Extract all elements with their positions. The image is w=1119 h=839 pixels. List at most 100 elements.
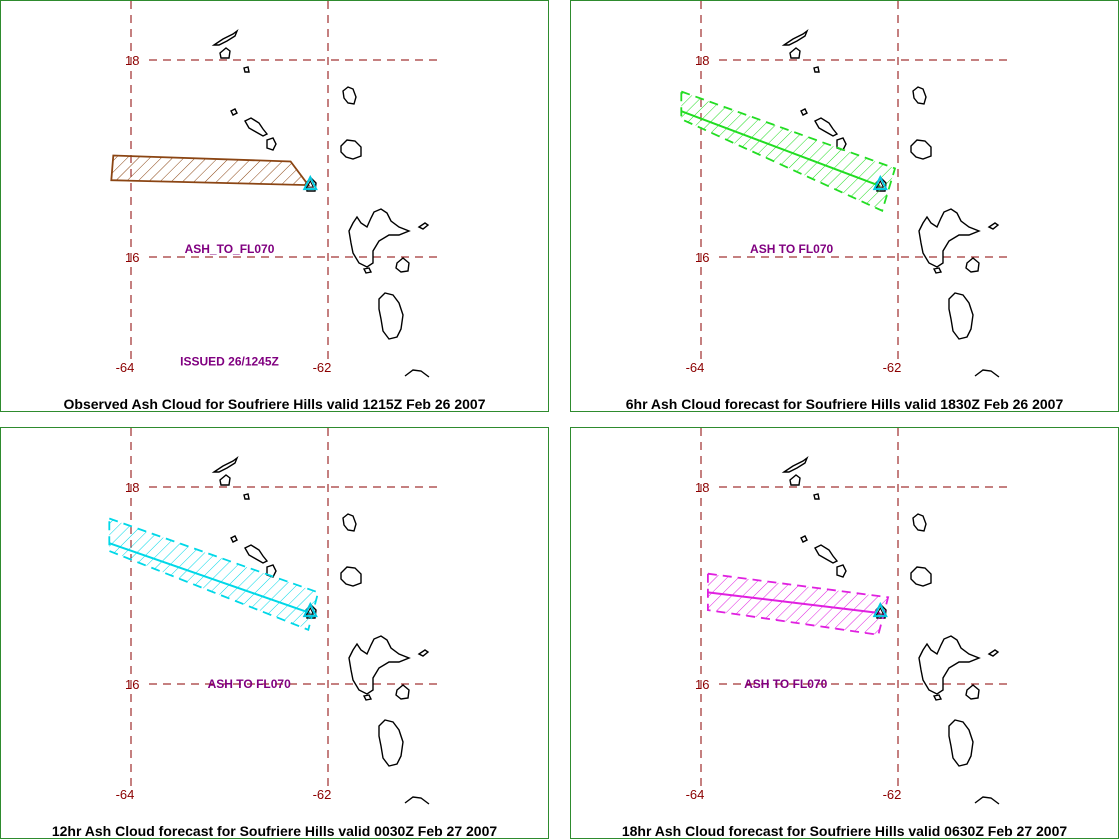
island-anguilla (211, 28, 239, 46)
volcano-icon (302, 601, 318, 618)
island-les-saintes (932, 267, 943, 274)
island-nevis (836, 564, 847, 578)
map-panel-observed: 18 16 -64 -62 ASH_TO_FL070 ISSUED 26/1245Z Ob… (0, 0, 549, 412)
island-st-kitts (244, 117, 269, 137)
lon-tick-label: -62 (883, 787, 902, 802)
island-anguilla (781, 28, 809, 46)
map-panel-18hr: 18 16 -64 -62 ASH TO FL070 18hr Ash Cloud fo… (570, 427, 1119, 839)
island-st-martin (789, 47, 801, 59)
volcano-icon-inner (876, 179, 885, 188)
ash-level-label: ASH TO FL070 (750, 242, 833, 256)
island-saba (800, 108, 808, 116)
map-canvas: 18 16 -64 -62 ASH TO FL070 (686, 428, 1011, 805)
island-guadeloupe (348, 635, 411, 695)
ash-level-label: ASH_TO_FL070 (185, 242, 275, 256)
island-dominica (948, 719, 974, 767)
island-marie-galante (965, 257, 980, 273)
panel-caption: 6hr Ash Cloud forecast for Soufriere Hil… (625, 396, 1064, 412)
island-martinique-tip (974, 369, 1000, 378)
island-st-barth (243, 493, 250, 500)
volcano-icon-inner (306, 606, 315, 615)
ash-cloud-polygon (108, 517, 320, 632)
lon-tick-label: -64 (116, 787, 135, 802)
lat-tick-label: 18 (125, 480, 139, 495)
island-st-barth (813, 66, 820, 73)
panel-caption: Observed Ash Cloud for Soufriere Hills v… (63, 396, 486, 412)
island-guadeloupe (348, 208, 411, 268)
ash-trajectory-line (109, 542, 311, 615)
map-panel-6hr: 18 16 -64 -62 ASH TO FL070 6hr Ash Cloud for… (570, 0, 1119, 412)
island-marie-galante (395, 684, 410, 700)
lon-tick-label: -64 (686, 360, 705, 375)
island-st-martin (219, 47, 231, 59)
lat-tick-label: 16 (125, 677, 139, 692)
coastline (781, 455, 1000, 805)
ash-level-label: ASH TO FL070 (208, 677, 291, 691)
map-canvas: 18 16 -64 -62 ASH_TO_FL070 ISSUED 26/1245Z (110, 1, 441, 378)
lat-tick-label: 18 (125, 53, 139, 68)
ash-cloud-polygon (110, 154, 311, 187)
volcano-icon (872, 174, 888, 191)
lat-tick-label: 18 (695, 480, 709, 495)
island-guadeloupe (918, 635, 981, 695)
island-desirade (987, 222, 1000, 230)
volcano-icon-inner (876, 606, 885, 615)
lon-tick-label: -62 (883, 360, 902, 375)
island-st-barth (243, 66, 250, 73)
ash-trajectory-line (680, 110, 881, 188)
island-barbuda (912, 86, 927, 105)
lat-tick-label: 16 (695, 250, 709, 265)
island-guadeloupe (918, 208, 981, 268)
island-antigua (910, 139, 932, 160)
island-martinique-tip (974, 796, 1000, 805)
lon-tick-label: -62 (313, 360, 332, 375)
island-antigua (910, 566, 932, 587)
volcano-icon (872, 601, 888, 618)
island-desirade (987, 649, 1000, 657)
lat-tick-label: 16 (125, 250, 139, 265)
island-desirade (417, 222, 430, 230)
panel-caption: 12hr Ash Cloud forecast for Soufriere Hi… (51, 823, 498, 839)
coastline (211, 455, 430, 805)
coastline (781, 28, 1000, 378)
island-dominica (378, 719, 404, 767)
island-saba (800, 535, 808, 543)
island-barbuda (912, 513, 927, 532)
island-barbuda (342, 86, 357, 105)
island-st-martin (219, 474, 231, 486)
map-canvas: 18 16 -64 -62 ASH TO FL070 (680, 1, 1011, 378)
island-barbuda (342, 513, 357, 532)
island-antigua (340, 566, 362, 587)
island-nevis (266, 137, 277, 151)
island-st-kitts (814, 117, 839, 137)
panel-caption: 18hr Ash Cloud forecast for Soufriere Hi… (621, 823, 1068, 839)
issued-time-label: ISSUED 26/1245Z (180, 354, 279, 368)
island-desirade (417, 649, 430, 657)
lon-tick-label: -64 (686, 787, 705, 802)
island-martinique-tip (404, 369, 430, 378)
island-marie-galante (965, 684, 980, 700)
island-st-martin (789, 474, 801, 486)
island-dominica (378, 292, 404, 340)
ash-trajectory-line (707, 591, 881, 615)
volcano-icon (302, 174, 318, 191)
ash-cloud-polygon (706, 572, 890, 636)
lon-tick-label: -64 (116, 360, 135, 375)
island-antigua (340, 139, 362, 160)
island-saba (230, 108, 238, 116)
island-dominica (948, 292, 974, 340)
island-st-barth (813, 493, 820, 500)
island-les-saintes (932, 694, 943, 701)
lat-tick-label: 18 (695, 53, 709, 68)
lat-tick-label: 16 (695, 677, 709, 692)
volcano-icon-inner (306, 179, 315, 188)
island-anguilla (781, 455, 809, 473)
map-panel-12hr: 18 16 -64 -62 ASH TO FL070 12hr Ash Cloud fo… (0, 427, 549, 839)
island-saba (230, 535, 238, 543)
island-marie-galante (395, 257, 410, 273)
ash-level-label: ASH TO FL070 (744, 677, 827, 691)
island-st-kitts (244, 544, 269, 564)
map-canvas: 18 16 -64 -62 ASH TO FL070 (108, 428, 441, 805)
island-anguilla (211, 455, 239, 473)
island-st-kitts (814, 544, 839, 564)
